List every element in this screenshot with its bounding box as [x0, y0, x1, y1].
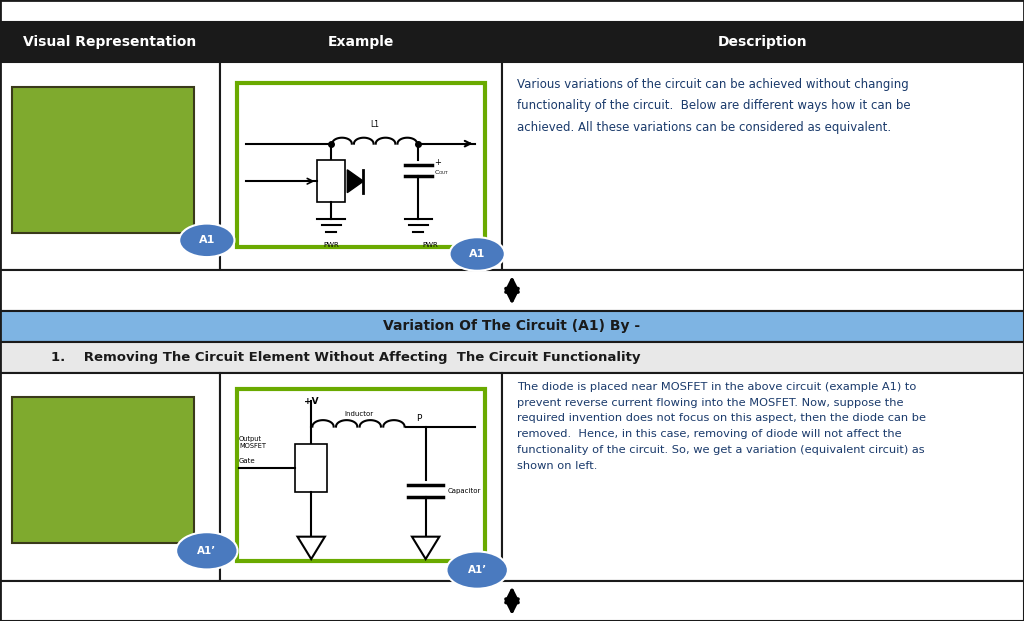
Text: A1’: A1’	[198, 546, 216, 556]
Text: Gate: Gate	[239, 458, 256, 465]
Text: P: P	[416, 414, 421, 423]
Text: A1: A1	[199, 235, 215, 245]
Bar	[0, 270, 1024, 310]
Text: PWR: PWR	[324, 242, 339, 248]
Bar	[220, 373, 502, 581]
Circle shape	[446, 551, 508, 589]
Bar	[12, 87, 194, 233]
Text: Example: Example	[328, 35, 394, 49]
Bar	[0, 22, 1024, 62]
Text: PWR: PWR	[422, 242, 437, 248]
Text: A1: A1	[469, 249, 485, 259]
Text: +: +	[434, 158, 441, 167]
Text: L1: L1	[370, 120, 379, 129]
Text: C$_{\rm OUT}$: C$_{\rm OUT}$	[434, 168, 450, 177]
Bar	[0, 373, 220, 581]
Bar	[0, 62, 220, 270]
Bar	[237, 83, 485, 247]
Bar	[502, 62, 1024, 270]
Bar	[0, 342, 1024, 373]
Text: Visual Representation: Visual Representation	[24, 35, 197, 49]
Polygon shape	[298, 537, 325, 559]
Text: Output
MOSFET: Output MOSFET	[239, 435, 266, 448]
Bar	[317, 160, 345, 202]
Bar	[12, 397, 194, 543]
Text: +V: +V	[304, 397, 318, 406]
Bar	[502, 373, 1024, 581]
Bar	[0, 581, 1024, 621]
Polygon shape	[347, 170, 364, 193]
Circle shape	[450, 237, 505, 271]
Circle shape	[176, 532, 238, 569]
Bar	[237, 389, 485, 561]
Bar	[295, 444, 328, 492]
Text: Description: Description	[718, 35, 808, 49]
Bar	[0, 310, 1024, 342]
Polygon shape	[412, 537, 439, 559]
Bar	[220, 62, 502, 270]
Text: Variation Of The Circuit (A1) By -: Variation Of The Circuit (A1) By -	[383, 319, 641, 333]
Text: Capacitor: Capacitor	[449, 488, 481, 494]
Text: Inductor: Inductor	[344, 411, 373, 417]
Text: 1.    Removing The Circuit Element Without Affecting  The Circuit Functionality: 1. Removing The Circuit Element Without …	[51, 351, 641, 363]
Circle shape	[179, 224, 234, 257]
Text: The diode is placed near MOSFET in the above circuit (example A1) to
prevent rev: The diode is placed near MOSFET in the a…	[517, 382, 926, 471]
Text: Various variations of the circuit can be achieved without changing
functionality: Various variations of the circuit can be…	[517, 78, 910, 134]
Text: A1’: A1’	[468, 565, 486, 575]
